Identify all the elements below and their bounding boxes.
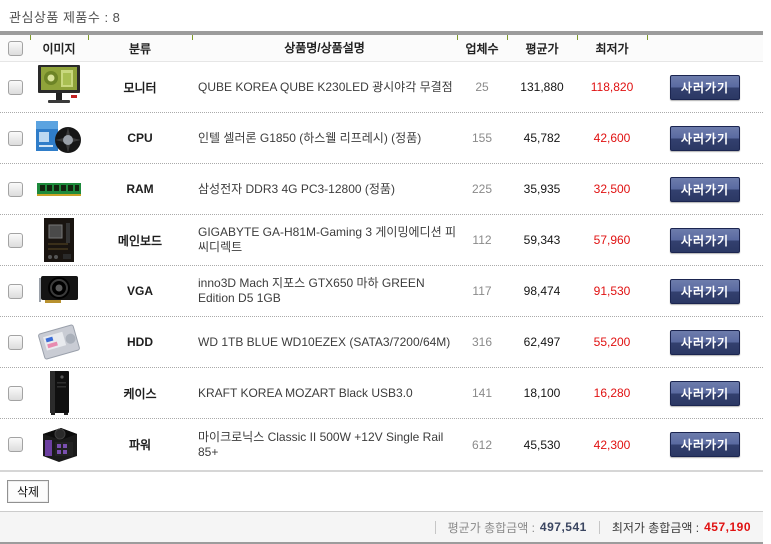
vendor-count: 141 [471,386,493,400]
avg-total-label: 평균가 총합금액 : [447,520,535,535]
buy-button[interactable]: 사러가기 [670,329,740,355]
product-name: KRAFT KOREA MOZART Black USB3.0 [198,385,413,400]
row-checkbox[interactable] [7,130,23,146]
low-price: 42,300 [593,437,631,452]
table-row: 모니터 QUBE KOREA QUBE K230LED 광시야각 무결점 25 131… [0,62,763,113]
header-avg-price: 평균가 [525,41,559,56]
category-label: 파워 [128,438,152,452]
header-product: 상품명/상품설명 [284,40,365,55]
row-checkbox[interactable] [7,283,23,299]
column-divider-tick [577,35,578,40]
table-header-row: 이미지 분류 상품명/상품설명 업체수 평균가 최저가 [0,35,763,62]
low-price: 16,280 [593,386,631,400]
select-all-checkbox[interactable] [7,40,23,56]
column-divider-tick [30,35,31,40]
row-checkbox[interactable] [7,334,23,350]
row-checkbox[interactable] [7,385,23,401]
table-row: RAM 삼성전자 DDR3 4G PC3-12800 (정품) 225 35,935 3… [0,164,763,215]
buy-button[interactable]: 사러가기 [670,432,740,457]
column-divider-tick [192,35,193,40]
low-price: 42,600 [593,131,631,145]
avg-price: 18,100 [523,386,561,400]
product-name: 마이크로닉스 Classic II 500W +12V Single Rail … [198,429,444,459]
category-label: HDD [127,335,153,349]
vendor-count: 225 [471,182,493,196]
table-row: CPU 인텔 셀러론 G1850 (하스웰 리프레시) (정품) 155 45,782… [0,113,763,164]
product-name: GIGABYTE GA-H81M-Gaming 3 게이밍에디션 피씨디렉트 [198,225,456,254]
psu-image [35,422,83,468]
buy-button[interactable]: 사러가기 [670,125,740,151]
divider [434,520,436,534]
vendor-count: 316 [471,335,493,349]
cpu-image [35,115,83,161]
table-row: 케이스 KRAFT KOREA MOZART Black USB3.0 141 18,… [0,368,763,419]
vendor-count: 155 [471,131,493,145]
page-title: 관심상품 제품수 : 8 [9,10,121,25]
buy-button[interactable]: 사러가기 [670,278,740,304]
vendor-count: 612 [471,437,493,452]
buy-button[interactable]: 사러가기 [670,74,740,100]
avg-price: 62,497 [523,335,561,349]
product-name: WD 1TB BLUE WD10EZEX (SATA3/7200/64M) [198,334,451,349]
summary-bar: 평균가 총합금액 : 497,541 최저가 총합금액 : 457,190 [0,511,763,544]
monitor-image [35,64,83,110]
avg-price: 59,343 [523,233,561,247]
low-price: 57,960 [593,233,631,247]
table-row: 메인보드 GIGABYTE GA-H81M-Gaming 3 게이밍에디션 피씨디… [0,215,763,266]
avg-price: 35,935 [523,182,561,196]
table-body: 모니터 QUBE KOREA QUBE K230LED 광시야각 무결점 25 131… [0,62,763,472]
avg-price: 45,782 [523,131,561,145]
low-total-value: 457,190 [704,520,751,534]
divider [598,520,600,534]
category-label: CPU [127,131,153,145]
case-image [35,370,83,416]
low-total-label: 최저가 총합금액 : [611,520,700,535]
row-checkbox[interactable] [7,437,23,452]
header-low-price: 최저가 [595,41,629,56]
vendor-count: 25 [475,80,489,94]
category-label: 메인보드 [117,233,163,248]
category-label: 케이스 [123,386,157,401]
column-divider-tick [457,35,458,40]
wishlist-table: 이미지 분류 상품명/상품설명 업체수 평균가 최저가 모니터 QUBE KORE… [0,31,763,472]
product-name: 삼성전자 DDR3 4G PC3-12800 (정품) [198,181,395,196]
avg-price: 131,880 [520,80,564,94]
row-checkbox[interactable] [7,79,23,95]
low-price: 55,200 [593,335,631,349]
delete-button[interactable]: 삭제 [7,480,50,503]
category-label: 모니터 [123,80,157,95]
buy-button[interactable]: 사러가기 [670,227,740,253]
category-label: RAM [126,182,154,196]
hdd-image [35,319,83,365]
vendor-count: 112 [472,233,492,247]
avg-total-value: 497,541 [539,520,587,534]
product-name: inno3D Mach 지포스 GTX650 마하 GREEN Edition … [198,276,425,305]
avg-price: 45,530 [523,437,561,452]
product-name: 인텔 셀러론 G1850 (하스웰 리프레시) (정품) [198,130,422,145]
ram-image [35,166,83,212]
row-checkbox[interactable] [7,181,23,197]
header-category: 분류 [128,41,152,56]
table-row: 파워 마이크로닉스 Classic II 500W +12V Single Rai… [0,419,763,470]
table-row: HDD WD 1TB BLUE WD10EZEX (SATA3/7200/64M)… [0,317,763,368]
low-price: 91,530 [593,284,631,298]
column-divider-tick [507,35,508,40]
buy-button[interactable]: 사러가기 [670,176,740,202]
column-divider-tick [647,35,648,40]
low-price: 32,500 [593,182,631,196]
buy-button[interactable]: 사러가기 [670,380,740,406]
header-vendors: 업체수 [465,41,499,56]
avg-price: 98,474 [523,284,561,298]
column-divider-tick [88,35,89,40]
header-image: 이미지 [42,41,76,56]
category-label: VGA [126,284,153,298]
product-name: QUBE KOREA QUBE K230LED 광시야각 무결점 [198,79,453,94]
vendor-count: 117 [472,284,492,298]
low-price: 118,820 [590,80,634,94]
row-checkbox[interactable] [7,232,23,248]
table-row: VGA inno3D Mach 지포스 GTX650 마하 GREEN Editi… [0,266,763,317]
mainboard-image [35,217,83,263]
vga-image [35,268,83,314]
